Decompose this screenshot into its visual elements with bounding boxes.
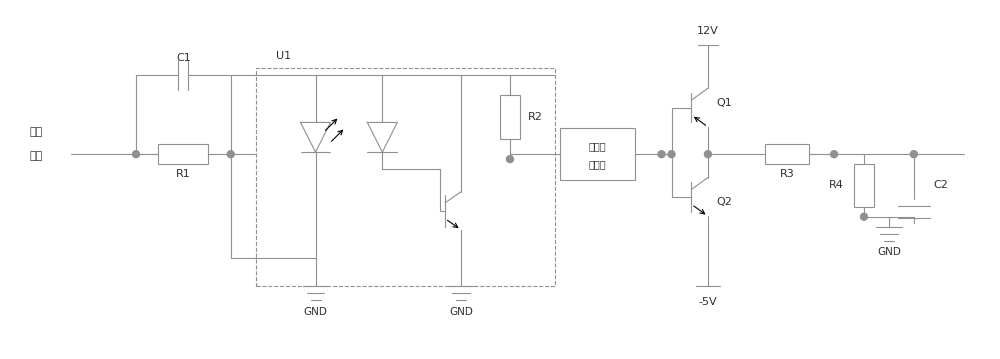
Circle shape [133, 151, 140, 158]
Circle shape [227, 151, 234, 158]
Text: R1: R1 [176, 169, 191, 179]
Circle shape [831, 151, 838, 158]
Circle shape [910, 151, 917, 158]
Text: GND: GND [304, 307, 327, 317]
Text: Q2: Q2 [716, 197, 732, 207]
Bar [158, 144, 208, 164]
Text: GND: GND [877, 247, 901, 257]
Circle shape [668, 151, 675, 158]
Text: -5V: -5V [699, 297, 717, 307]
Text: R2: R2 [528, 112, 543, 122]
Text: GND: GND [449, 307, 473, 317]
Text: 信號處: 信號處 [588, 141, 606, 151]
Text: 12V: 12V [697, 26, 719, 36]
Bar [854, 164, 874, 207]
Bar [500, 95, 520, 139]
Bar [765, 144, 809, 164]
Bar [560, 129, 635, 180]
Text: C1: C1 [176, 53, 191, 63]
Text: 脈沖: 脈沖 [29, 127, 43, 137]
Text: R4: R4 [829, 181, 844, 191]
Text: 理電路: 理電路 [588, 159, 606, 169]
Text: 電源: 電源 [29, 151, 43, 161]
Text: C2: C2 [934, 181, 949, 191]
Circle shape [860, 213, 867, 220]
Text: U1: U1 [276, 51, 291, 61]
Text: R3: R3 [780, 169, 795, 179]
Circle shape [704, 151, 711, 158]
Circle shape [506, 156, 513, 163]
Bar [256, 68, 555, 286]
Text: Q1: Q1 [716, 98, 732, 108]
Circle shape [658, 151, 665, 158]
